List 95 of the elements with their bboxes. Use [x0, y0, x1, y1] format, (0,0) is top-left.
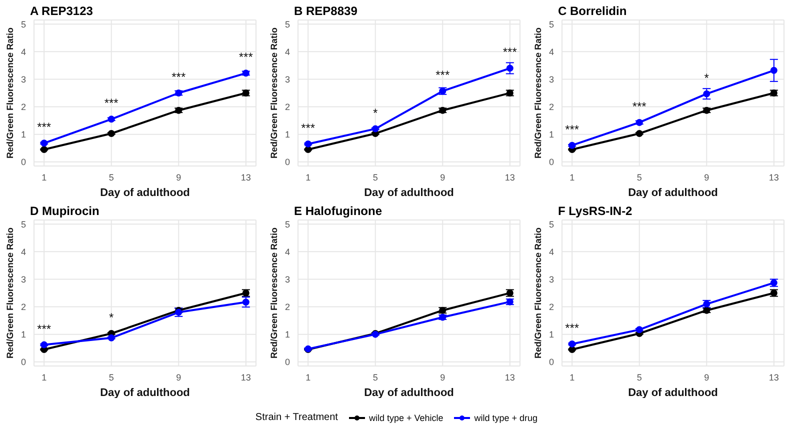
x-tick-label: 9: [440, 172, 446, 182]
y-tick-label: 0: [284, 157, 290, 168]
x-axis-title: Day of adulthood: [364, 387, 454, 399]
legend-title: Strain + Treatment: [255, 412, 338, 423]
legend-label: wild type + Vehicle: [368, 412, 444, 422]
y-axis-title: Red/Green Fluorescence Ratio: [533, 226, 544, 359]
y-tick-label: 4: [284, 46, 290, 57]
x-tick-label: 9: [176, 372, 182, 382]
y-tick-label: 4: [284, 246, 290, 257]
annotation: ***: [502, 45, 518, 60]
x-axis-title: Day of adulthood: [628, 187, 718, 199]
y-tick-label: 2: [284, 102, 290, 112]
x-tick-label: 5: [372, 172, 378, 182]
y-tick-label: 1: [548, 130, 554, 140]
y-axis-title: Red/Green Fluorescence Ratio: [533, 26, 544, 159]
y-tick-label: 5: [548, 19, 554, 30]
y-tick-label: 5: [284, 219, 290, 230]
x-axis-title: Day of adulthood: [364, 187, 454, 199]
x-tick-label: 5: [108, 372, 114, 382]
x-axis-title: Day of adulthood: [100, 387, 190, 399]
y-tick-label: 2: [20, 102, 26, 112]
y-tick-label: 4: [548, 46, 554, 57]
y-tick-label: 1: [20, 330, 26, 340]
y-tick-label: 3: [20, 274, 26, 284]
annotation: ***: [632, 99, 647, 114]
x-tick-label: 13: [240, 172, 251, 182]
chart-title: E Halofuginone: [294, 204, 382, 218]
y-tick-label: 0: [20, 357, 26, 368]
legend-label: wild type + drug: [474, 412, 538, 422]
y-tick-label: 3: [548, 274, 554, 284]
y-tick-label: 2: [548, 302, 554, 312]
x-tick-label: 1: [570, 172, 575, 182]
x-axis-title: Day of adulthood: [100, 187, 190, 199]
annotation: ***: [238, 50, 254, 64]
y-tick-label: 0: [548, 357, 554, 368]
y-tick-label: 1: [548, 330, 554, 340]
y-tick-label: 4: [20, 46, 26, 57]
annotation: ***: [172, 70, 186, 84]
y-tick-label: 5: [548, 219, 554, 230]
y-tick-label: 3: [284, 74, 290, 84]
y-axis-title: Red/Green Fluorescence Ratio: [269, 226, 280, 359]
y-tick-label: 2: [20, 302, 26, 312]
y-tick-label: 5: [20, 19, 26, 30]
annotation: *: [373, 106, 378, 120]
annotation: ***: [104, 96, 119, 110]
x-tick-label: 9: [704, 372, 710, 382]
y-tick-label: 5: [284, 19, 290, 30]
annotation: ***: [565, 122, 580, 136]
x-tick-label: 5: [636, 172, 642, 182]
y-tick-label: 2: [548, 102, 554, 112]
x-axis-title: Day of adulthood: [628, 387, 718, 399]
chart-title: B REP8839: [294, 4, 358, 18]
x-tick-label: 9: [176, 172, 182, 182]
chart-title: A REP3123: [30, 4, 93, 18]
annotation: *: [109, 310, 114, 324]
annotation: ***: [37, 120, 52, 134]
y-tick-label: 1: [284, 130, 290, 140]
x-tick-label: 1: [42, 172, 47, 182]
x-tick-label: 9: [440, 372, 446, 382]
x-tick-label: 1: [42, 372, 47, 382]
y-tick-label: 1: [284, 330, 290, 340]
annotation: *: [704, 70, 710, 85]
y-tick-label: 3: [284, 274, 290, 284]
y-tick-label: 1: [20, 130, 26, 140]
y-axis-title: Red/Green Fluorescence Ratio: [269, 26, 280, 159]
annotation: ***: [37, 322, 52, 336]
x-tick-label: 5: [108, 172, 114, 182]
x-tick-label: 1: [306, 172, 311, 182]
y-tick-label: 3: [20, 74, 26, 84]
x-tick-label: 1: [570, 372, 575, 382]
y-axis-title: Red/Green Fluorescence Ratio: [5, 26, 16, 159]
annotation: ***: [436, 68, 450, 82]
x-tick-label: 1: [306, 372, 311, 382]
x-tick-label: 9: [704, 172, 710, 182]
x-tick-label: 13: [504, 172, 515, 182]
y-tick-label: 0: [548, 157, 554, 168]
x-tick-label: 13: [768, 172, 779, 182]
x-tick-label: 13: [240, 372, 251, 382]
chart-title: F LysRS-IN-2: [558, 204, 632, 218]
y-tick-label: 4: [20, 246, 26, 257]
x-tick-label: 13: [768, 372, 779, 382]
x-tick-label: 5: [372, 372, 378, 382]
annotation: ***: [301, 120, 316, 135]
y-tick-label: 2: [284, 302, 290, 312]
x-tick-label: 13: [504, 372, 515, 382]
y-tick-label: 5: [20, 219, 26, 230]
y-tick-label: 0: [20, 157, 26, 168]
y-axis-title: Red/Green Fluorescence Ratio: [5, 226, 16, 359]
y-tick-label: 3: [548, 74, 554, 84]
x-tick-label: 5: [636, 372, 642, 382]
y-tick-label: 4: [548, 246, 554, 257]
chart-title: C Borrelidin: [558, 4, 627, 18]
chart-title: D Mupirocin: [30, 204, 100, 218]
annotation: ***: [565, 320, 580, 335]
y-tick-label: 0: [284, 357, 290, 368]
